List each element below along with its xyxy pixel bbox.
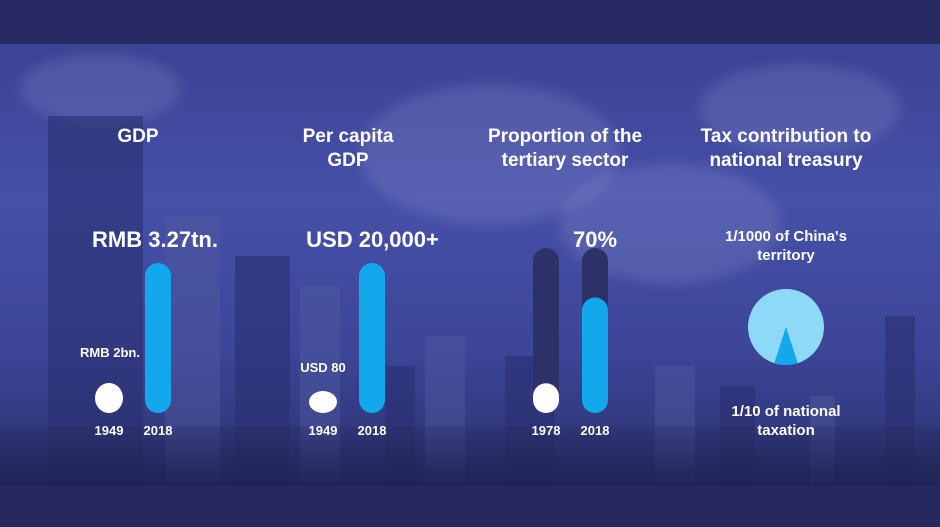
cloud (360, 84, 620, 224)
bottom-bar (0, 486, 940, 527)
gdp-2018-value-label: RMB 3.27tn. (92, 227, 218, 252)
tertiary-title-line2: tertiary sector (501, 150, 629, 171)
per-capita-year-2018: 2018 (357, 423, 387, 438)
bar-gdp-2018 (145, 263, 171, 413)
tertiary-year-2018: 2018 (580, 423, 610, 438)
bar-per-capita-1949 (309, 391, 337, 413)
tax-title-line2: national treasury (709, 150, 863, 171)
per-capita-title-line2: GDP (327, 150, 369, 171)
tax-share-label-line2: taxation (757, 422, 815, 439)
tax-territory-label-line1: 1/1000 of China's (725, 228, 847, 245)
tax-title-line1: Tax contribution to (700, 126, 872, 147)
tertiary-title-line1: Proportion of the (487, 126, 643, 147)
ground (0, 426, 940, 486)
per-capita-1949-value-label: USD 80 (300, 360, 346, 375)
bar-gdp-1949 (95, 383, 123, 413)
tertiary-year-1978: 1978 (531, 423, 561, 438)
tax-share-label-line1: 1/10 of national (731, 403, 841, 420)
skyscraper (48, 116, 143, 486)
bar-per-capita-2018 (359, 263, 385, 413)
per-capita-title-line1: Per capita (302, 126, 394, 147)
cloud (20, 54, 180, 124)
per-capita-year-1949: 1949 (308, 423, 338, 438)
tax-territory-label-line2: territory (757, 247, 815, 264)
bar-track-tertiary-1978 (533, 248, 559, 413)
bar-tertiary-1978 (533, 383, 559, 413)
gdp-year-2018: 2018 (143, 423, 173, 438)
tertiary-2018-value-label: 70% (572, 227, 618, 252)
gdp-year-1949: 1949 (94, 423, 124, 438)
cloud (700, 64, 900, 154)
background-cityscape (0, 44, 940, 486)
gdp-1949-value-label: RMB 2bn. (80, 345, 140, 360)
pie-tax-slice (774, 327, 798, 365)
gdp-title: GDP (117, 126, 159, 147)
per-capita-2018-value-label: USD 20,000+ (306, 227, 439, 252)
bar-tertiary-2018 (582, 297, 608, 413)
